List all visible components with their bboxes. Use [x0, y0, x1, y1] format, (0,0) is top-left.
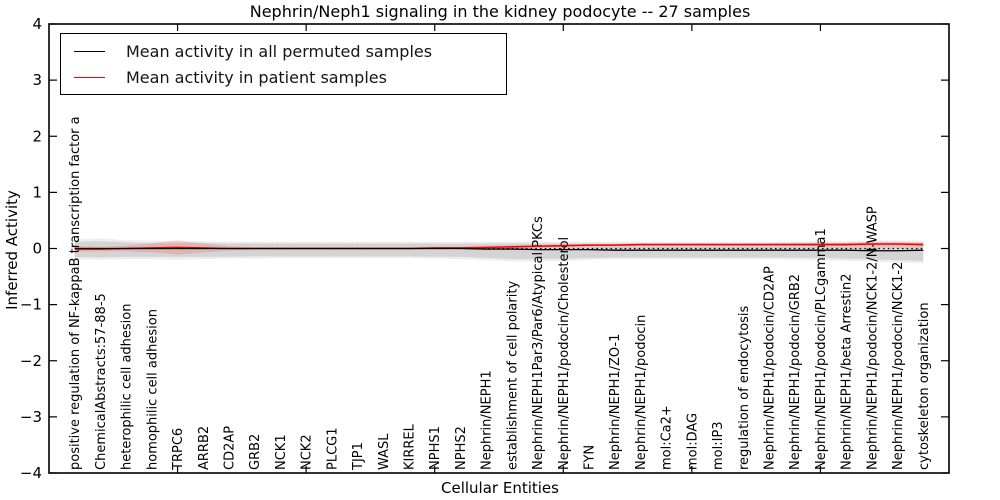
permuted-range-inner-band: [74, 241, 924, 261]
x-category-label: NCK2: [300, 434, 315, 470]
x-category-label: PLCG1: [325, 427, 340, 470]
chart-title: Nephrin/Neph1 signaling in the kidney po…: [249, 2, 751, 21]
x-category-label: cytoskeleton organization: [917, 302, 932, 470]
x-category-label: Nephrin/NEPH1/podocin/CD2AP: [763, 266, 778, 470]
y-tick-label: −3: [20, 408, 42, 426]
x-axis-label: Cellular Entities: [441, 479, 559, 497]
y-tick-label: 2: [32, 127, 42, 145]
x-category-label: mol:IP3: [711, 421, 726, 470]
x-category-label: TRPC6: [171, 428, 186, 471]
x-category-label: Nephrin/NEPH1/podocin/PLCgamma1: [814, 228, 829, 470]
x-category-label: Nephrin/NEPH1/ZO-1: [608, 334, 623, 470]
x-category-label: WASL: [377, 433, 392, 470]
x-category-label: Nephrin/NEPH1/podocin: [634, 315, 649, 470]
y-tick-label: −4: [20, 464, 42, 482]
x-category-label: KIRREL: [403, 423, 418, 470]
x-category-label: Nephrin/NEPH1: [480, 370, 495, 470]
x-category-label: establishment of cell polarity: [505, 281, 520, 470]
y-tick-label: 3: [32, 71, 42, 89]
x-category-label: Nephrin/NEPH1/podocin/NCK1-2/N-WASP: [865, 206, 880, 470]
x-category-label: ARRB2: [197, 426, 212, 470]
x-category-label: mol:Ca2+: [660, 405, 675, 470]
legend-line-red-icon: [74, 76, 105, 78]
x-category-label: NPHS1: [428, 426, 443, 470]
x-category-label: CD2AP: [223, 426, 238, 470]
x-category-label: regulation of endocytosis: [737, 305, 752, 470]
y-tick-label: 0: [32, 240, 42, 258]
x-category-label: Nephrin/NEPH1Par3/Par6/Atypical PKCs: [531, 216, 546, 470]
x-category-label: Nephrin/NEPH1/podocin/Cholesterol: [557, 237, 572, 470]
legend-label-patient: Mean activity in patient samples: [126, 67, 387, 87]
legend-label-permuted: Mean activity in all permuted samples: [126, 41, 433, 61]
x-category-label: Nephrin/NEPH1/podocin/GRB2: [788, 274, 803, 470]
x-axis-ticks: [176, 24, 822, 473]
y-tick-label: −1: [20, 296, 42, 314]
y-tick-label: −2: [20, 352, 42, 370]
x-category-label: Nephrin/NEPH1/beta Arrestin2: [840, 274, 855, 471]
x-category-label: FYN: [583, 445, 598, 470]
x-category-label: positive regulation of NF-kappaB transcr…: [68, 116, 83, 470]
legend: Mean activity in all permuted samples Me…: [60, 33, 507, 95]
permuted-line: [74, 247, 924, 252]
x-category-label: ChemicalAbstracts:57-88-5: [94, 293, 109, 470]
legend-item-patient: Mean activity in patient samples: [61, 68, 506, 87]
x-category-label: Nephrin/NEPH1/podocin/NCK1-2: [891, 262, 906, 470]
x-category-label: GRB2: [248, 434, 263, 470]
x-category-label: homophilic cell adhesion: [145, 309, 160, 470]
x-category-label: TJP1: [351, 442, 366, 471]
y-axis-ticks: 4 3 2 1 0 −1 −2 −3 −4: [20, 15, 949, 482]
legend-item-permuted: Mean activity in all permuted samples: [61, 42, 506, 61]
x-category-label: mol:DAG: [685, 413, 700, 470]
x-category-label: NCK1: [274, 434, 289, 470]
x-category-label: NPHS2: [454, 426, 469, 470]
x-category-label: heterophilic cell adhesion: [120, 304, 135, 471]
y-tick-label: 4: [32, 15, 42, 33]
y-tick-label: 1: [32, 183, 42, 201]
x-category-labels: positive regulation of NF-kappaB transcr…: [68, 116, 932, 471]
legend-line-black-icon: [74, 50, 105, 52]
y-axis-label: Inferred Activity: [3, 190, 21, 310]
